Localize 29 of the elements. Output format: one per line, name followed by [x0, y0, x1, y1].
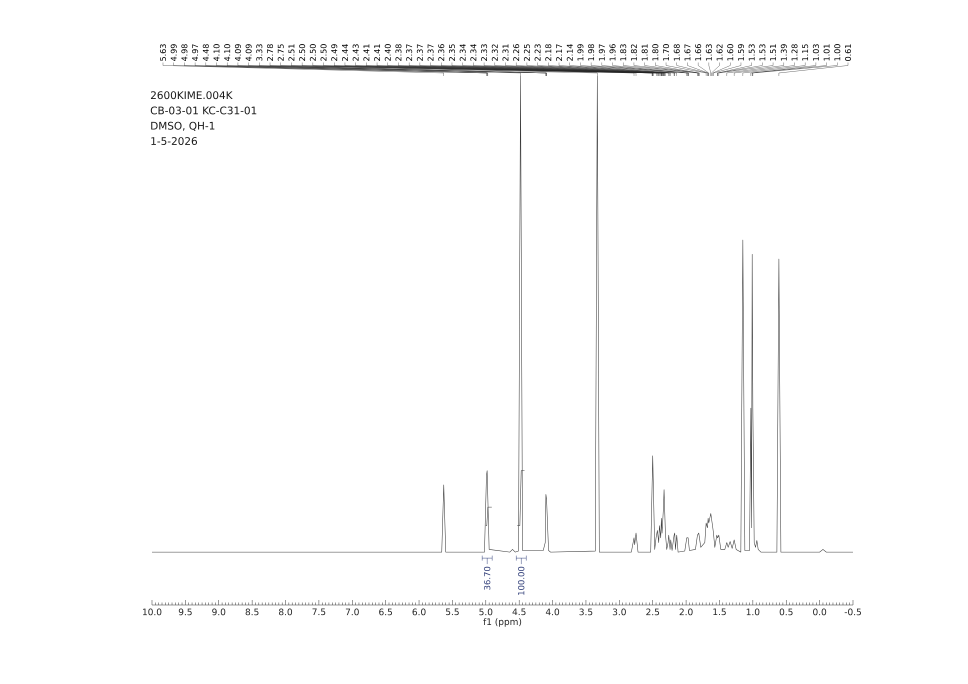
x-tick-label: 5.5 [446, 608, 459, 616]
x-tick-label: 1.0 [746, 608, 760, 616]
x-tick-label: 6.0 [412, 608, 426, 616]
x-tick-label: 10.0 [142, 608, 162, 616]
annotation: 36.70 [484, 566, 490, 590]
x-tick-label: 5.0 [479, 608, 492, 616]
x-tick-label: 9.0 [212, 608, 226, 616]
x-axis-title: f1 (ppm) [483, 618, 522, 627]
x-tick-label: 7.0 [346, 608, 359, 616]
x-tick-label: 7.5 [312, 608, 326, 616]
x-tick-label: 0.0 [813, 608, 826, 616]
x-tick-label: 8.5 [246, 608, 258, 616]
x-tick-label: -0.5 [844, 608, 861, 616]
x-tick-label: 2.0 [680, 608, 693, 616]
x-tick-label: 1.5 [713, 608, 726, 616]
x-tick-label: 4.5 [512, 608, 526, 616]
annotation: 100.00 [518, 566, 524, 595]
x-tick-label: 6.5 [379, 608, 392, 616]
annotation: DMSO, QH-1 [151, 122, 214, 131]
x-tick-label: 3.0 [612, 608, 626, 616]
annotation: CB-03-01 KC-C31-01 [150, 106, 256, 114]
x-tick-label: 8.0 [278, 608, 292, 616]
x-tick-label: 0.5 [780, 608, 793, 616]
annotation: 1-5-2026 [151, 137, 198, 145]
annotation: 2600KIME.004K [150, 91, 233, 100]
x-tick-label: 2.5 [646, 608, 660, 616]
x-tick-label: 9.5 [178, 608, 192, 616]
x-tick-label: 4.0 [546, 608, 560, 616]
x-tick-label: 3.5 [580, 608, 592, 616]
